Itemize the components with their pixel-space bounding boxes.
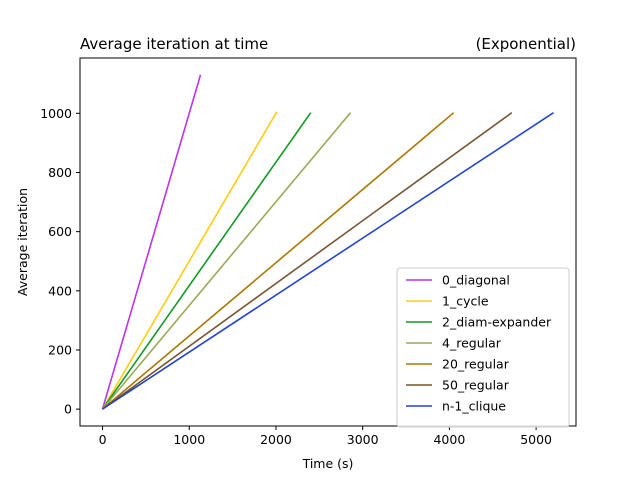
x-tick-label-2: 2000 bbox=[260, 432, 292, 447]
chart-subtitle: (Exponential) bbox=[476, 35, 576, 53]
series-line-0 bbox=[101, 74, 202, 410]
series-line-6 bbox=[102, 112, 554, 410]
y-axis-ticks: 0 200 400 600 800 1000 bbox=[40, 106, 80, 417]
y-tick-label-0: 0 bbox=[64, 402, 72, 417]
series-line-1 bbox=[101, 111, 278, 410]
x-tick-label-4: 4000 bbox=[433, 432, 465, 447]
x-tick-label-1: 1000 bbox=[173, 432, 205, 447]
plot-frame bbox=[79, 57, 577, 427]
y-tick-label-2: 400 bbox=[48, 283, 72, 298]
legend-label-6: n-1_clique bbox=[442, 399, 506, 414]
series-line-4 bbox=[101, 112, 455, 410]
y-tick-label-3: 600 bbox=[48, 224, 72, 239]
x-tick-label-5: 5000 bbox=[520, 432, 552, 447]
chart-title: Average iteration at time bbox=[80, 35, 268, 53]
y-axis-label: Average iteration bbox=[15, 188, 30, 296]
y-tick-label-4: 800 bbox=[48, 165, 72, 180]
legend-label-5: 50_regular bbox=[442, 378, 510, 393]
y-tick-label-5: 1000 bbox=[40, 106, 72, 121]
legend-label-2: 2_diam-expander bbox=[442, 315, 552, 330]
series-line-2 bbox=[101, 112, 312, 410]
legend-box bbox=[396, 267, 570, 428]
legend: 0_diagonal 1_cycle 2_diam-expander 4_regula… bbox=[396, 267, 570, 428]
x-axis-ticks: 0 1000 2000 3000 4000 5000 bbox=[99, 426, 552, 447]
x-axis-label: Time (s) bbox=[302, 456, 354, 471]
legend-label-4: 20_regular bbox=[442, 357, 510, 372]
series-line-3 bbox=[101, 112, 352, 410]
series-layer bbox=[101, 74, 554, 410]
legend-label-0: 0_diagonal bbox=[442, 273, 510, 288]
series-line-5 bbox=[102, 112, 513, 410]
y-tick-label-1: 200 bbox=[48, 342, 72, 357]
x-tick-label-3: 3000 bbox=[347, 432, 379, 447]
legend-label-3: 4_regular bbox=[442, 336, 502, 351]
legend-label-1: 1_cycle bbox=[442, 294, 489, 309]
x-tick-label-0: 0 bbox=[99, 432, 107, 447]
